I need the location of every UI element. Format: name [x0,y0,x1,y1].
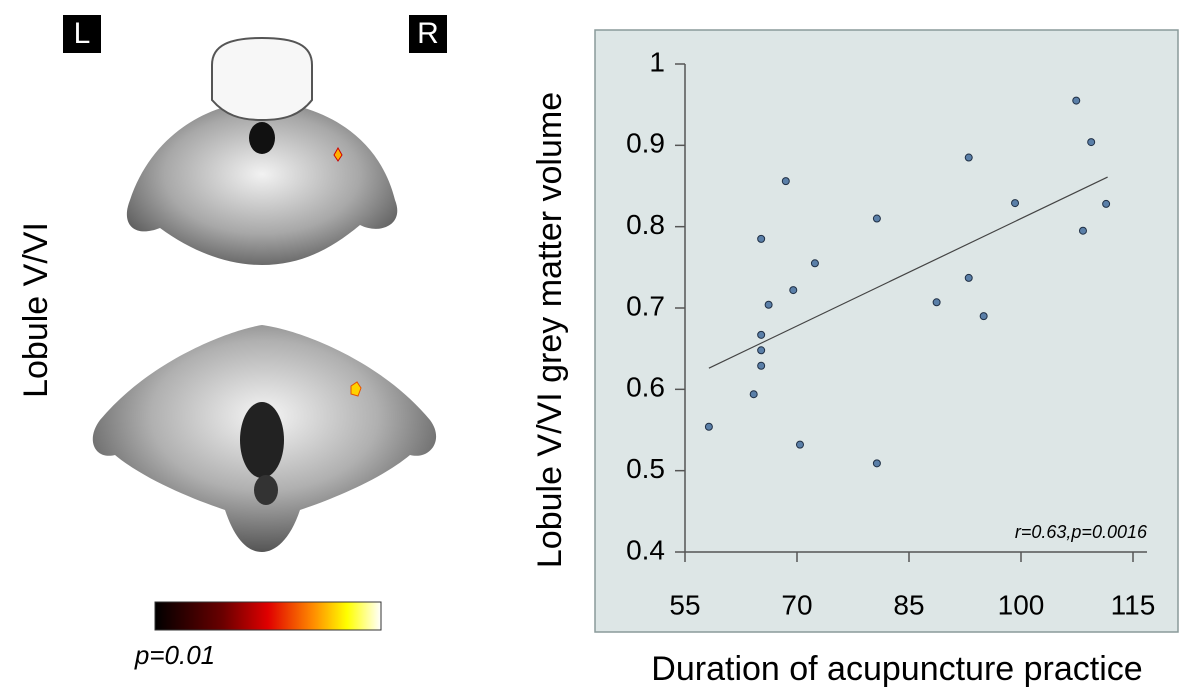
brain-upper [127,38,397,265]
x-axis-title: Duration of acupuncture practice [651,650,1142,688]
point [873,460,880,467]
point [765,301,772,308]
x-tick-label: 70 [781,589,812,620]
y-tick-label: 0.8 [626,209,665,240]
y-tick-label: 1 [649,46,665,77]
point [1103,200,1110,207]
point [705,423,712,430]
x-tick-label: 55 [669,589,700,620]
point [1073,97,1080,104]
point [758,362,765,369]
point [965,274,972,281]
colorbar [155,602,381,630]
point [750,391,757,398]
x-tick-label: 100 [998,589,1045,620]
point [873,215,880,222]
y-tick-label: 0.9 [626,128,665,159]
point [796,441,803,448]
point [758,331,765,338]
x-tick-label: 115 [1111,589,1156,620]
left-marker: L [74,17,91,50]
point [1079,227,1086,234]
annotation: r=0.63,p=0.0016 [1015,522,1148,542]
point [811,260,818,267]
y-tick-label: 0.6 [626,372,665,403]
x-tick-label: 85 [893,589,924,620]
point [782,178,789,185]
point [758,347,765,354]
figure: L R Lobule V/VI p=0.01 Duration of acupu… [0,0,1192,694]
y-tick-label: 0.4 [626,534,665,565]
right-marker: R [417,17,439,50]
colorbar-label: p=0.01 [134,640,215,670]
point [1088,139,1095,146]
point [1012,200,1019,207]
brain-lower [93,325,436,552]
y-axis-title: Lobule V/VI grey matter volume [531,92,569,568]
side-label: Lobule V/VI [17,222,55,398]
point [933,299,940,306]
y-tick-label: 0.5 [626,453,665,484]
point [980,313,987,320]
y-tick-label: 0.7 [626,290,665,321]
point [758,235,765,242]
point [965,154,972,161]
point [790,287,797,294]
